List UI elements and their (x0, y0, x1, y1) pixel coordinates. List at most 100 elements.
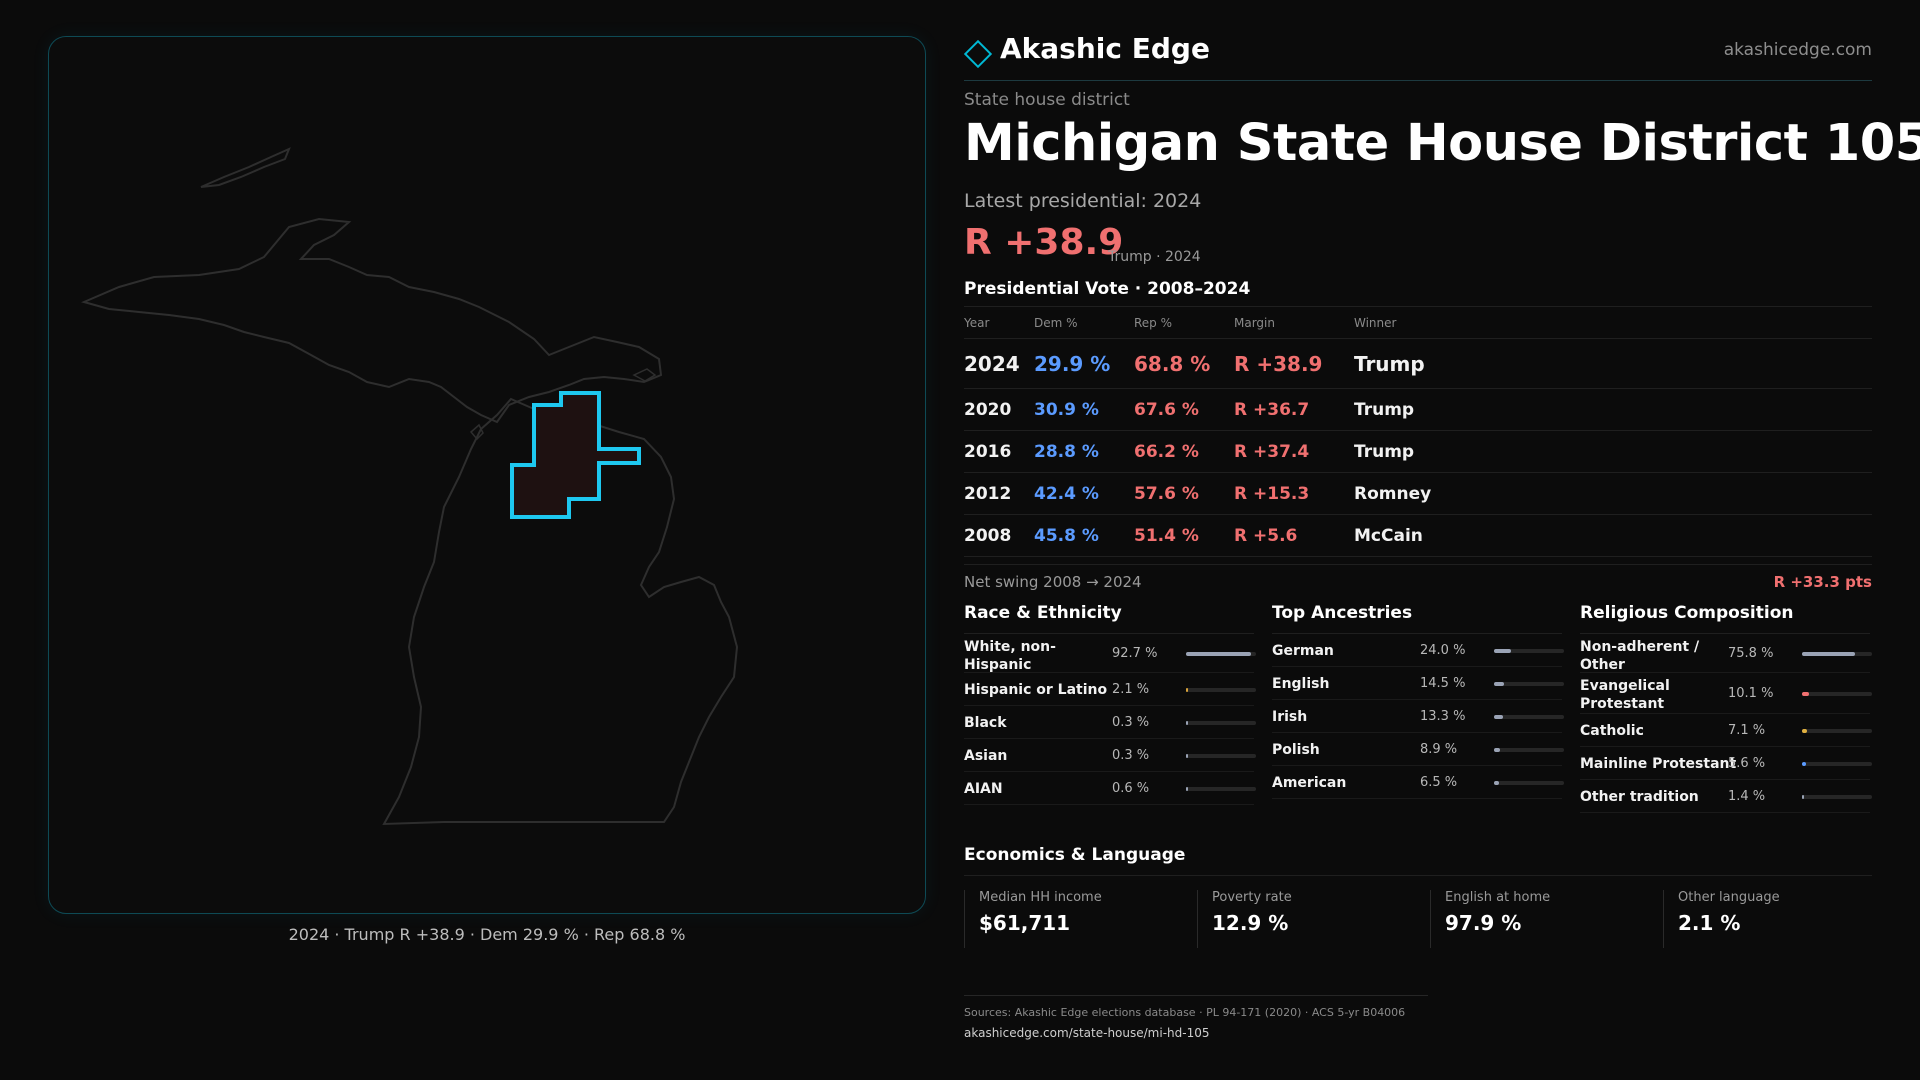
winner-cell: Trump (1354, 351, 1425, 376)
stat-label: Irish (1272, 709, 1308, 725)
stat-value: 8.9 % (1420, 742, 1458, 757)
section-title: Religious Composition (1580, 603, 1870, 634)
stat-value: 1.4 % (1728, 789, 1766, 804)
stat-label: Non-adherent / Other (1580, 639, 1700, 673)
vote-table: Year Dem % Rep % Margin Winner 2024 29.9… (964, 306, 1872, 557)
michigan-map (80, 147, 739, 826)
ancestry-section: Top Ancestries German 24.0 % English 14.… (1272, 603, 1564, 799)
winner-cell: Trump (1354, 441, 1415, 462)
stat-value: 24.0 % (1420, 643, 1466, 658)
economics-title: Economics & Language (964, 845, 1186, 865)
stat-value: 10.1 % (1728, 686, 1774, 701)
econ-value: 2.1 % (1678, 911, 1741, 935)
econ-card-income: Median HH income $61,711 (964, 890, 1164, 948)
col-dem-header: Dem % (1034, 315, 1078, 330)
stat-bar (1802, 652, 1872, 656)
stat-value: 75.8 % (1728, 646, 1774, 661)
map-panel[interactable] (48, 36, 926, 914)
stat-row: Catholic 7.1 % (1580, 714, 1872, 747)
table-row: 2016 28.8 % 66.2 % R +37.4 Trump (964, 431, 1872, 473)
col-margin-header: Margin (1234, 315, 1275, 330)
econ-value: 12.9 % (1212, 911, 1289, 935)
econ-label: Median HH income (979, 890, 1102, 905)
stat-row: Hispanic or Latino 2.1 % (964, 673, 1256, 706)
econ-label: Other language (1678, 890, 1780, 905)
stat-label: Catholic (1580, 723, 1644, 739)
year-cell: 2012 (964, 483, 1012, 504)
stat-row: Other tradition 1.4 % (1580, 780, 1872, 813)
margin-cell: R +36.7 (1234, 399, 1310, 420)
stat-row: White, non-Hispanic 92.7 % (964, 634, 1256, 673)
stat-value: 7.1 % (1728, 723, 1766, 738)
stat-value: 14.5 % (1420, 676, 1466, 691)
stat-bar (1802, 692, 1872, 696)
district-105-shape[interactable] (510, 391, 641, 519)
section-title: Race & Ethnicity (964, 603, 1254, 634)
vote-table-title: Presidential Vote · 2008–2024 (964, 279, 1251, 299)
stat-label: English (1272, 676, 1330, 692)
brand-site-link[interactable]: akashicedge.com (1723, 40, 1872, 60)
brand-name: Akashic Edge (1000, 32, 1210, 65)
econ-value: $61,711 (979, 911, 1071, 935)
lower-peninsula-outline (382, 397, 739, 826)
stat-bar (1494, 715, 1564, 719)
divider (964, 564, 1872, 565)
margin-cell: R +38.9 (1234, 351, 1323, 376)
stat-row: Non-adherent / Other 75.8 % (1580, 634, 1872, 673)
stat-label: Mainline Protestant (1580, 756, 1737, 772)
section-title: Top Ancestries (1272, 603, 1562, 634)
dem-cell: 28.8 % (1034, 441, 1099, 462)
sources-note: Sources: Akashic Edge elections database… (964, 1006, 1406, 1019)
stat-bar-fill (1186, 754, 1189, 758)
net-swing-label: Net swing 2008 → 2024 (964, 573, 1142, 591)
stat-label: American (1272, 775, 1347, 791)
winner-cell: Romney (1354, 483, 1432, 504)
stat-value: 0.3 % (1112, 748, 1150, 763)
margin-cell: R +37.4 (1234, 441, 1310, 462)
table-row: 2008 45.8 % 51.4 % R +5.6 McCain (964, 515, 1872, 557)
stat-bar (1186, 754, 1256, 758)
divider (964, 995, 1428, 996)
stat-label: Asian (964, 748, 1008, 764)
stat-bar (1494, 649, 1564, 653)
dem-cell: 42.4 % (1034, 483, 1099, 504)
stat-bar (1494, 748, 1564, 752)
stat-bar-fill (1802, 729, 1807, 733)
year-cell: 2020 (964, 399, 1012, 420)
stat-bar-fill (1494, 781, 1499, 785)
stat-bar (1802, 729, 1872, 733)
stat-bar (1494, 682, 1564, 686)
econ-label: English at home (1445, 890, 1551, 905)
rep-cell: 51.4 % (1134, 525, 1199, 546)
stat-bar-fill (1186, 721, 1189, 725)
year-cell: 2008 (964, 525, 1012, 546)
race-ethnicity-section: Race & Ethnicity White, non-Hispanic 92.… (964, 603, 1256, 805)
winner-cell: McCain (1354, 525, 1423, 546)
rep-cell: 67.6 % (1134, 399, 1199, 420)
stat-bar-fill (1802, 762, 1806, 766)
rep-cell: 66.2 % (1134, 441, 1199, 462)
econ-label: Poverty rate (1212, 890, 1292, 905)
latest-margin: R +38.9 (964, 222, 1124, 263)
col-rep-header: Rep % (1134, 315, 1173, 330)
col-winner-header: Winner (1354, 315, 1397, 330)
stat-bar-fill (1494, 649, 1511, 653)
stat-bar-fill (1186, 688, 1189, 692)
stat-value: 13.3 % (1420, 709, 1466, 724)
stat-value: 2.1 % (1112, 682, 1150, 697)
rep-cell: 68.8 % (1134, 351, 1211, 376)
col-year-header: Year (964, 315, 990, 330)
year-cell: 2016 (964, 441, 1012, 462)
page-title: Michigan State House District 105 (964, 114, 1920, 173)
page-url-link[interactable]: akashicedge.com/state-house/mi-hd-105 (964, 1026, 1210, 1040)
net-swing-value: R +33.3 pts (1773, 573, 1872, 591)
stat-bar (1802, 795, 1872, 799)
stat-row: German 24.0 % (1272, 634, 1564, 667)
table-row: 2024 29.9 % 68.8 % R +38.9 Trump (964, 339, 1872, 389)
year-cell: 2024 (964, 351, 1020, 376)
diamond-logo-icon (963, 39, 993, 69)
stat-bar-fill (1802, 795, 1805, 799)
stat-row: Black 0.3 % (964, 706, 1256, 739)
stat-label: AIAN (964, 781, 1003, 797)
latest-margin-sub: Trump · 2024 (1108, 249, 1201, 265)
